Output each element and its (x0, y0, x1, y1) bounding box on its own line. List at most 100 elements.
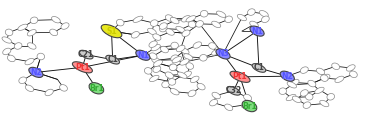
Ellipse shape (237, 14, 246, 21)
Ellipse shape (350, 71, 357, 78)
Ellipse shape (101, 25, 122, 38)
Ellipse shape (292, 96, 301, 102)
Ellipse shape (73, 62, 92, 73)
Ellipse shape (197, 83, 205, 90)
Ellipse shape (320, 100, 329, 107)
Ellipse shape (25, 85, 34, 92)
Ellipse shape (305, 93, 313, 100)
Ellipse shape (151, 44, 160, 51)
Ellipse shape (184, 54, 193, 60)
Ellipse shape (216, 49, 230, 59)
Ellipse shape (153, 66, 161, 73)
Ellipse shape (183, 71, 191, 77)
Text: C1: C1 (254, 64, 264, 72)
Ellipse shape (200, 10, 208, 17)
Ellipse shape (217, 11, 226, 17)
Ellipse shape (322, 74, 330, 81)
Ellipse shape (321, 75, 328, 81)
Ellipse shape (14, 43, 22, 49)
Ellipse shape (169, 64, 177, 71)
Text: Br1: Br1 (89, 84, 104, 93)
Ellipse shape (212, 92, 220, 99)
Ellipse shape (181, 16, 191, 22)
Text: Pt1: Pt1 (233, 72, 247, 81)
Ellipse shape (2, 37, 12, 43)
Ellipse shape (227, 86, 240, 95)
Ellipse shape (37, 53, 45, 60)
Ellipse shape (31, 69, 40, 76)
Ellipse shape (180, 48, 189, 54)
Ellipse shape (209, 99, 218, 106)
Ellipse shape (230, 71, 250, 82)
Ellipse shape (193, 42, 201, 48)
Ellipse shape (180, 59, 189, 65)
Ellipse shape (188, 21, 196, 28)
Ellipse shape (79, 50, 93, 59)
Ellipse shape (308, 80, 316, 87)
Ellipse shape (177, 72, 187, 78)
Text: Br1: Br1 (242, 102, 257, 110)
Text: S1: S1 (106, 27, 117, 36)
Ellipse shape (89, 83, 104, 94)
Ellipse shape (172, 57, 182, 63)
Ellipse shape (250, 26, 264, 36)
Ellipse shape (303, 102, 311, 108)
Ellipse shape (177, 45, 185, 52)
Ellipse shape (131, 31, 139, 38)
Ellipse shape (327, 93, 335, 100)
Ellipse shape (169, 64, 177, 71)
Ellipse shape (346, 65, 355, 71)
Ellipse shape (150, 20, 158, 26)
Text: N1: N1 (137, 51, 149, 60)
Ellipse shape (25, 58, 34, 65)
Ellipse shape (30, 17, 38, 24)
Text: C21: C21 (78, 50, 94, 59)
Ellipse shape (168, 79, 176, 85)
Ellipse shape (301, 90, 308, 96)
Ellipse shape (61, 23, 69, 29)
Ellipse shape (196, 21, 203, 27)
Ellipse shape (165, 72, 174, 78)
Ellipse shape (248, 9, 255, 15)
Ellipse shape (280, 71, 294, 81)
Ellipse shape (171, 42, 178, 49)
Ellipse shape (225, 16, 232, 23)
Ellipse shape (160, 23, 167, 29)
Ellipse shape (133, 16, 143, 22)
Ellipse shape (252, 64, 266, 72)
Text: N1: N1 (251, 27, 263, 36)
Ellipse shape (332, 63, 339, 70)
Ellipse shape (188, 90, 196, 97)
Text: N2: N2 (30, 68, 42, 77)
Ellipse shape (170, 89, 179, 95)
Ellipse shape (162, 81, 169, 88)
Ellipse shape (291, 79, 299, 86)
Ellipse shape (212, 49, 221, 55)
Ellipse shape (28, 43, 36, 49)
Ellipse shape (170, 17, 179, 24)
Ellipse shape (225, 104, 233, 111)
Ellipse shape (3, 48, 11, 55)
Ellipse shape (243, 94, 252, 101)
Ellipse shape (279, 88, 287, 94)
Ellipse shape (60, 85, 67, 91)
Ellipse shape (152, 57, 160, 64)
Ellipse shape (160, 25, 167, 32)
Ellipse shape (18, 24, 28, 30)
Ellipse shape (153, 60, 163, 66)
Text: Pt1: Pt1 (75, 63, 90, 72)
Ellipse shape (300, 67, 308, 73)
Ellipse shape (335, 76, 344, 83)
Text: N2: N2 (281, 72, 293, 81)
Ellipse shape (106, 55, 119, 64)
Ellipse shape (186, 63, 194, 69)
Ellipse shape (176, 26, 186, 33)
Ellipse shape (29, 67, 43, 77)
Ellipse shape (149, 53, 157, 59)
Ellipse shape (242, 100, 257, 112)
Ellipse shape (50, 29, 58, 36)
Ellipse shape (212, 21, 221, 28)
Ellipse shape (45, 89, 53, 96)
Ellipse shape (259, 11, 268, 17)
Ellipse shape (286, 94, 296, 101)
